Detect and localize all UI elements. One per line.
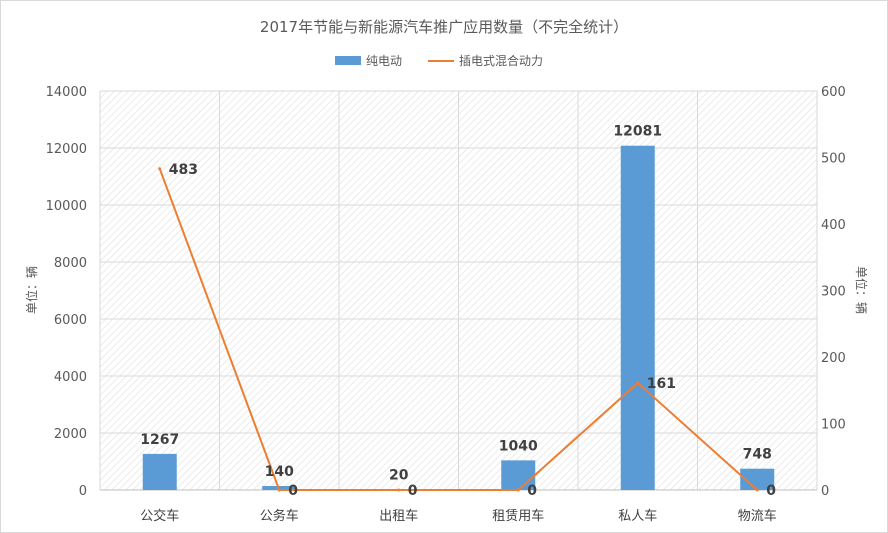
y-left-tick-label: 2000 — [54, 427, 87, 442]
bar-data-label: 1040 — [499, 438, 538, 454]
x-tick-label: 租赁用车 — [492, 508, 544, 524]
bar — [501, 460, 536, 490]
y-right-tick-label: 400 — [821, 218, 846, 233]
line-point — [516, 488, 520, 492]
y-right-tick-label: 100 — [821, 418, 846, 433]
bar-data-label: 140 — [265, 464, 294, 480]
y-right-axis-label: 单位：辆 — [854, 266, 869, 314]
y-left-tick-label: 4000 — [54, 370, 87, 385]
x-tick-label: 出租车 — [379, 508, 418, 524]
legend-label-bev: 纯电动 — [366, 54, 402, 68]
y-left-tick-label: 14000 — [46, 85, 87, 100]
legend-label-phev: 插电式混合动力 — [459, 53, 543, 68]
bar-data-label: 12081 — [613, 124, 662, 140]
x-tick-label: 公交车 — [140, 508, 179, 524]
line-series-path — [158, 168, 758, 491]
y-left-tick-label: 12000 — [46, 142, 87, 157]
bar — [740, 468, 775, 490]
line-point — [277, 488, 281, 492]
bar-data-label: 20 — [389, 467, 409, 483]
y-right-tick-label: 600 — [821, 85, 846, 100]
y-left-tick-label: 0 — [79, 484, 87, 499]
y-left-axis-label: 单位：辆 — [24, 266, 39, 314]
x-tick-label: 私人车 — [618, 508, 657, 524]
line-data-label: 161 — [647, 376, 676, 392]
bar-data-label: 1267 — [140, 432, 179, 448]
line-point — [755, 488, 759, 492]
x-tick-label: 公务车 — [260, 508, 299, 524]
line-data-label: 0 — [527, 483, 537, 499]
y-left-tick-label: 10000 — [46, 199, 87, 214]
bar — [142, 453, 177, 490]
legend-bar-swatch — [335, 56, 361, 65]
bar — [620, 145, 655, 490]
bar-data-label: 748 — [743, 447, 772, 463]
x-tick-label: 物流车 — [738, 508, 777, 524]
line-data-label: 0 — [408, 483, 418, 499]
y-left-tick-label: 8000 — [54, 256, 87, 271]
y-right-tick-label: 300 — [821, 285, 846, 300]
line-point — [397, 488, 401, 492]
y-right-tick-label: 200 — [821, 351, 846, 366]
line-point — [158, 167, 162, 171]
y-left-tick-label: 6000 — [54, 313, 87, 328]
chart-title: 2017年节能与新能源汽车推广应用数量（不完全统计） — [260, 18, 628, 36]
line-data-label: 0 — [766, 483, 776, 499]
line-data-label: 483 — [169, 162, 198, 178]
y-right-tick-label: 0 — [821, 484, 829, 499]
line-point — [636, 381, 640, 385]
line-data-label: 0 — [288, 483, 298, 499]
y-right-tick-label: 500 — [821, 152, 846, 167]
